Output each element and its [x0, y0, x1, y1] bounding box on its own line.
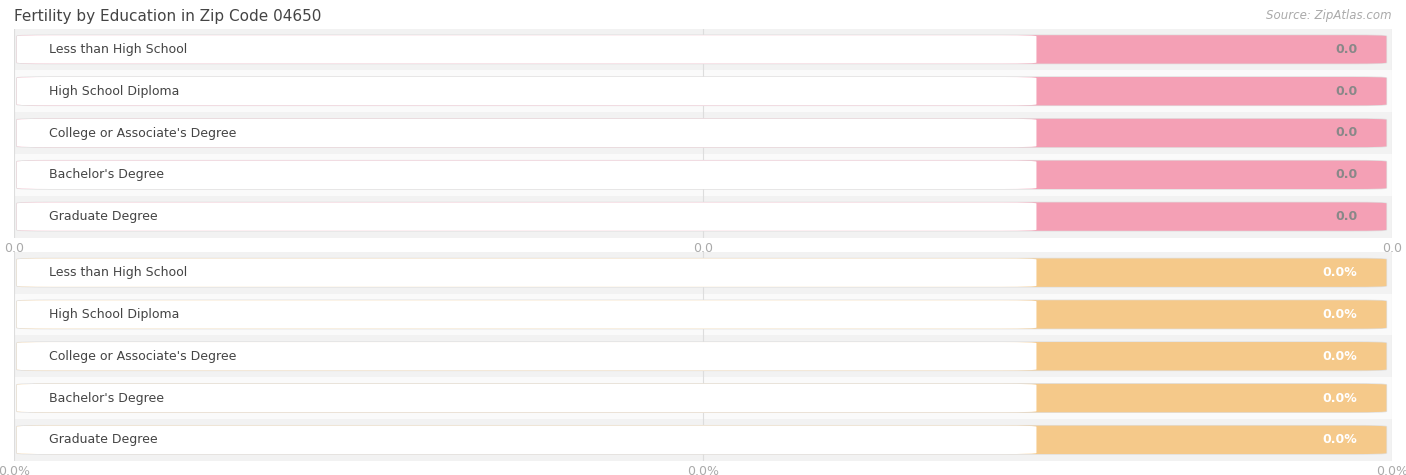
Bar: [14, 112, 1392, 154]
FancyBboxPatch shape: [17, 77, 1386, 105]
Text: Bachelor's Degree: Bachelor's Degree: [48, 391, 163, 405]
FancyBboxPatch shape: [17, 202, 1036, 231]
Bar: [14, 294, 1392, 335]
FancyBboxPatch shape: [17, 342, 1036, 370]
FancyBboxPatch shape: [17, 161, 1386, 189]
Bar: [14, 377, 1392, 419]
FancyBboxPatch shape: [17, 426, 1386, 454]
Text: 0.0%: 0.0%: [1323, 433, 1358, 446]
Text: 0.0%: 0.0%: [1323, 350, 1358, 363]
FancyBboxPatch shape: [17, 426, 1036, 454]
Text: 0.0%: 0.0%: [1323, 266, 1358, 279]
FancyBboxPatch shape: [17, 119, 1386, 147]
FancyBboxPatch shape: [17, 77, 1036, 105]
FancyBboxPatch shape: [17, 384, 1386, 412]
FancyBboxPatch shape: [17, 161, 1036, 189]
Text: High School Diploma: High School Diploma: [48, 85, 179, 98]
FancyBboxPatch shape: [17, 384, 1386, 412]
Text: 0.0: 0.0: [1336, 168, 1358, 181]
Text: 0.0: 0.0: [1336, 126, 1358, 140]
Text: 0.0: 0.0: [1336, 85, 1358, 98]
Bar: [14, 419, 1392, 461]
Text: College or Associate's Degree: College or Associate's Degree: [48, 350, 236, 363]
Bar: [14, 252, 1392, 294]
Bar: [14, 70, 1392, 112]
Text: Bachelor's Degree: Bachelor's Degree: [48, 168, 163, 181]
FancyBboxPatch shape: [17, 202, 1386, 231]
FancyBboxPatch shape: [17, 258, 1386, 287]
FancyBboxPatch shape: [17, 384, 1036, 412]
Text: College or Associate's Degree: College or Associate's Degree: [48, 126, 236, 140]
FancyBboxPatch shape: [17, 119, 1386, 147]
FancyBboxPatch shape: [17, 35, 1386, 64]
FancyBboxPatch shape: [17, 300, 1036, 329]
FancyBboxPatch shape: [17, 342, 1386, 370]
Text: High School Diploma: High School Diploma: [48, 308, 179, 321]
FancyBboxPatch shape: [17, 202, 1386, 231]
Text: Less than High School: Less than High School: [48, 266, 187, 279]
Bar: [14, 196, 1392, 238]
Text: 0.0: 0.0: [1336, 43, 1358, 56]
Text: Source: ZipAtlas.com: Source: ZipAtlas.com: [1267, 10, 1392, 22]
FancyBboxPatch shape: [17, 342, 1386, 370]
Text: Less than High School: Less than High School: [48, 43, 187, 56]
FancyBboxPatch shape: [17, 35, 1386, 64]
Bar: [14, 154, 1392, 196]
FancyBboxPatch shape: [17, 258, 1036, 287]
FancyBboxPatch shape: [17, 426, 1386, 454]
Text: Fertility by Education in Zip Code 04650: Fertility by Education in Zip Code 04650: [14, 10, 322, 25]
FancyBboxPatch shape: [17, 161, 1386, 189]
Text: Graduate Degree: Graduate Degree: [48, 433, 157, 446]
FancyBboxPatch shape: [17, 77, 1386, 105]
FancyBboxPatch shape: [17, 119, 1036, 147]
FancyBboxPatch shape: [17, 258, 1386, 287]
Bar: [14, 335, 1392, 377]
Text: 0.0: 0.0: [1336, 210, 1358, 223]
FancyBboxPatch shape: [17, 300, 1386, 329]
Bar: [14, 28, 1392, 70]
Text: Graduate Degree: Graduate Degree: [48, 210, 157, 223]
FancyBboxPatch shape: [17, 35, 1036, 64]
FancyBboxPatch shape: [17, 300, 1386, 329]
Text: 0.0%: 0.0%: [1323, 308, 1358, 321]
Text: 0.0%: 0.0%: [1323, 391, 1358, 405]
